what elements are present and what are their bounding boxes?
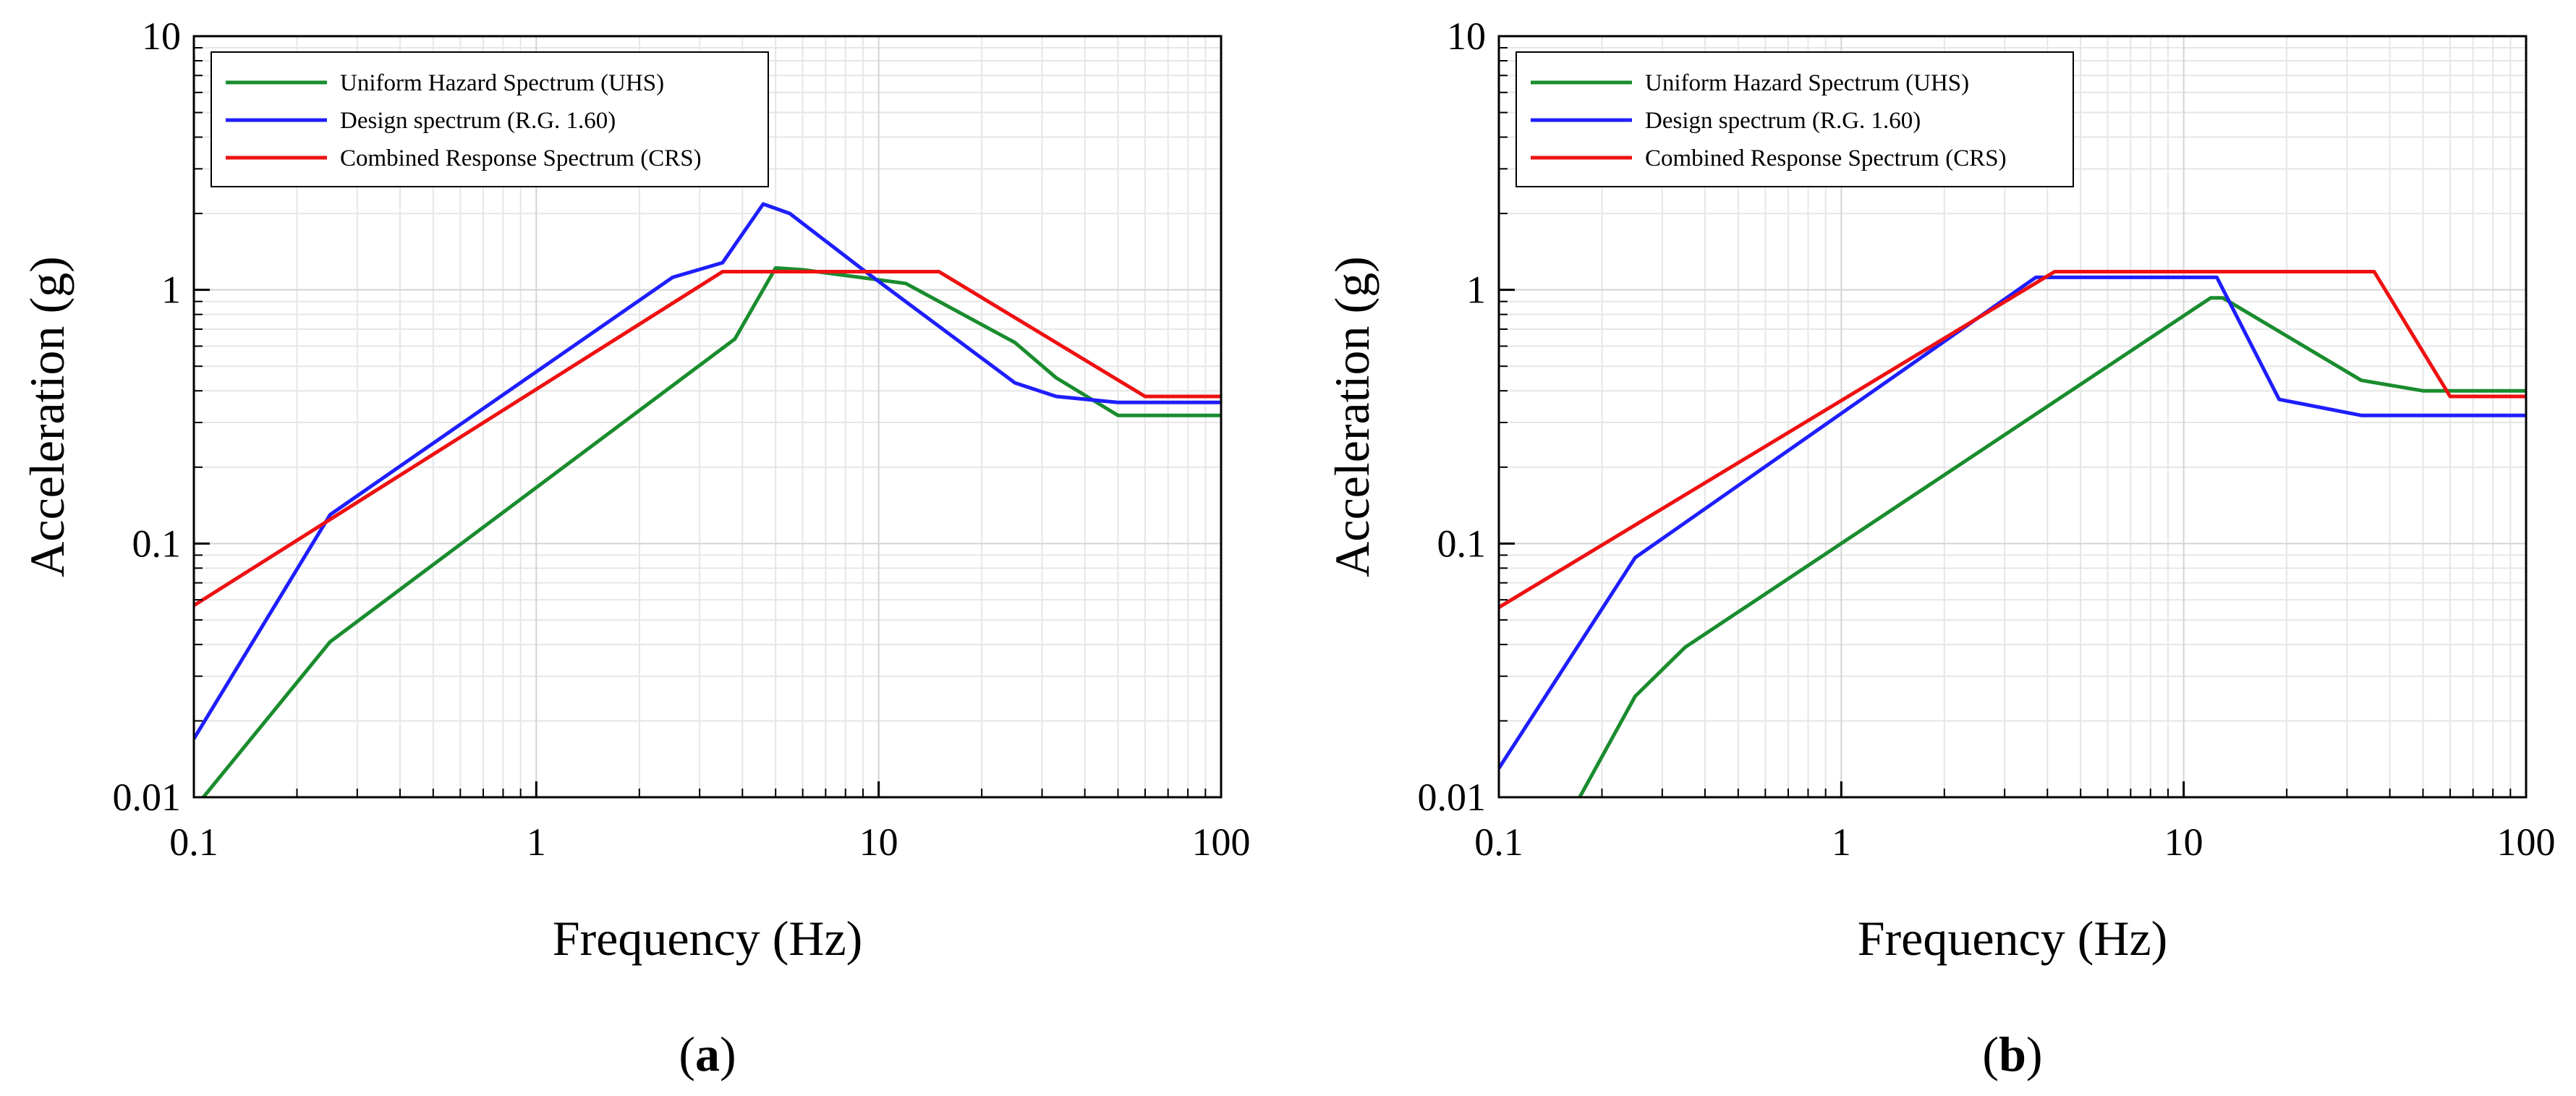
- x-tick-label: 10: [2164, 820, 2203, 864]
- panel-caption: (a): [679, 1027, 736, 1082]
- y-tick-label: 0.1: [1437, 522, 1487, 565]
- legend-label-2: Design spectrum (R.G. 1.60): [1645, 108, 1921, 134]
- caption-open: (: [1982, 1027, 1999, 1082]
- series-line-3: [194, 270, 1221, 608]
- x-tick-label: 10: [859, 820, 898, 864]
- x-axis-title: Frequency (Hz): [1858, 911, 2168, 966]
- series-line-2: [194, 202, 1221, 740]
- x-tick-label: 100: [1192, 820, 1251, 864]
- legend-label-1: Uniform Hazard Spectrum (UHS): [1645, 70, 1969, 96]
- x-tick-label: 100: [2497, 820, 2556, 864]
- series-group: [1499, 270, 2526, 797]
- y-tick-label: 10: [1447, 14, 1486, 58]
- caption-open: (: [679, 1027, 695, 1082]
- caption-close: ): [2026, 1027, 2043, 1082]
- caption-letter: a: [695, 1027, 720, 1082]
- plot-frame: [1497, 35, 2528, 799]
- x-tick-label: 0.1: [169, 820, 218, 864]
- plot-frame: [192, 35, 1223, 799]
- y-tick-label: 1: [161, 268, 181, 312]
- panel-caption: (b): [1982, 1027, 2042, 1082]
- legend-label-3: Combined Response Spectrum (CRS): [1645, 145, 2007, 171]
- legend-label-2: Design spectrum (R.G. 1.60): [340, 108, 616, 134]
- y-tick-label: 0.01: [1418, 776, 1487, 819]
- y-axis-title: Acceleration (g): [1325, 256, 1380, 577]
- x-tick-label: 1: [527, 820, 546, 864]
- legend-label-3: Combined Response Spectrum (CRS): [340, 145, 702, 171]
- x-tick-label: 0.1: [1474, 820, 1523, 864]
- legend-label-1: Uniform Hazard Spectrum (UHS): [340, 70, 664, 96]
- x-tick-label: 1: [1832, 820, 1851, 864]
- y-axis-title: Acceleration (g): [20, 256, 75, 577]
- series-line-2: [1499, 275, 2526, 770]
- y-tick-label: 10: [142, 14, 181, 58]
- legend: Uniform Hazard Spectrum (UHS) Design spec…: [1516, 51, 2074, 187]
- caption-close: ): [720, 1027, 736, 1082]
- caption-letter: b: [1999, 1027, 2026, 1082]
- y-tick-label: 0.01: [113, 776, 182, 819]
- series-line-1: [1577, 296, 2526, 797]
- series-line-1: [200, 265, 1221, 797]
- y-tick-label: 0.1: [132, 522, 182, 565]
- legend: Uniform Hazard Spectrum (UHS) Design spec…: [211, 51, 769, 187]
- series-line-3: [1499, 270, 2526, 609]
- series-group: [194, 202, 1221, 797]
- y-tick-label: 1: [1466, 268, 1486, 312]
- x-axis-title: Frequency (Hz): [553, 911, 863, 966]
